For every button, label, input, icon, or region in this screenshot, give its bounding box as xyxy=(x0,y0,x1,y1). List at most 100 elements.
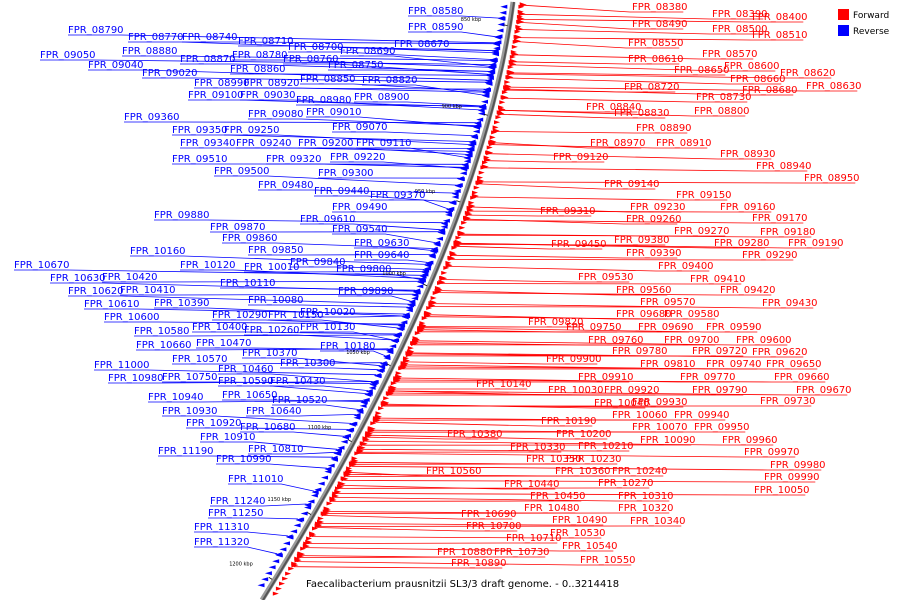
forward-feature xyxy=(478,170,485,175)
reverse-feature xyxy=(477,107,485,113)
forward-feature xyxy=(385,391,392,396)
reverse-feature xyxy=(378,364,386,370)
forward-connector xyxy=(367,436,499,440)
legend-label-reverse: Reverse xyxy=(853,27,890,37)
reverse-connector xyxy=(332,233,436,243)
forward-feature xyxy=(372,416,379,421)
forward-connector xyxy=(448,266,710,272)
reverse-connector xyxy=(128,41,494,53)
genome-caption: Faecalibacterium prausnitzii SL3/3 draft… xyxy=(306,579,619,590)
forward-connector xyxy=(391,390,848,396)
forward-feature xyxy=(470,195,477,200)
forward-feature xyxy=(419,321,426,326)
reverse-connector xyxy=(272,404,359,410)
forward-feature xyxy=(348,461,355,466)
reverse-connector xyxy=(158,455,333,458)
reverse-feature xyxy=(279,547,287,552)
forward-gene-label: FPR_09420 xyxy=(720,285,776,296)
reverse-gene-label: FPR_10630 xyxy=(50,273,106,284)
forward-connector xyxy=(409,352,804,358)
forward-feature xyxy=(439,275,446,280)
reverse-gene-label: FPR_10930 xyxy=(162,406,218,417)
reverse-feature xyxy=(418,278,426,283)
scale-tick-mark xyxy=(483,113,488,116)
reverse-gene-label: FPR_10920 xyxy=(186,418,242,429)
reverse-connector xyxy=(122,55,492,61)
forward-feature xyxy=(367,426,374,431)
forward-feature xyxy=(491,130,498,135)
forward-gene-label: FPR_09950 xyxy=(694,422,750,433)
reverse-connector xyxy=(268,319,399,329)
reverse-gene-label: FPR_10160 xyxy=(130,246,186,257)
reverse-connector xyxy=(124,121,477,124)
reverse-feature xyxy=(463,159,471,164)
forward-feature xyxy=(282,576,289,581)
forward-feature xyxy=(312,526,318,531)
reverse-connector xyxy=(330,161,463,169)
reverse-gene-label: FPR_09110 xyxy=(356,138,412,149)
forward-feature xyxy=(451,245,458,250)
reverse-feature xyxy=(492,52,499,57)
reverse-feature xyxy=(290,529,298,534)
reverse-feature xyxy=(353,415,361,420)
forward-gene-label: FPR_09160 xyxy=(720,202,776,213)
reverse-gene-label: FPR_10680 xyxy=(240,422,296,433)
reverse-connector xyxy=(134,334,396,337)
reverse-gene-label: FPR_11240 xyxy=(210,496,266,507)
forward-connector xyxy=(341,485,556,490)
forward-feature xyxy=(494,120,500,125)
reverse-feature xyxy=(268,565,276,570)
reverse-gene-label: FPR_10980 xyxy=(108,373,164,384)
reverse-connector xyxy=(222,242,433,249)
forward-connector xyxy=(500,113,666,119)
forward-connector xyxy=(334,497,670,502)
reverse-gene-label: FPR_10600 xyxy=(104,312,160,323)
forward-feature xyxy=(464,210,471,215)
reverse-feature xyxy=(293,523,301,528)
scale-tick-mark xyxy=(268,576,273,580)
forward-feature xyxy=(485,150,492,155)
forward-gene-label: FPR_09680 xyxy=(616,309,672,320)
forward-gene-label: FPR_08650 xyxy=(674,65,730,76)
forward-connector xyxy=(456,245,603,250)
reverse-feature xyxy=(350,421,358,426)
forward-gene-label: FPR_10440 xyxy=(504,479,560,490)
reverse-feature xyxy=(411,296,419,301)
forward-feature xyxy=(463,215,469,220)
reverse-gene-label: FPR_11000 xyxy=(94,360,150,371)
forward-feature xyxy=(516,14,523,19)
forward-connector xyxy=(488,153,772,160)
reverse-connector xyxy=(306,116,476,128)
forward-gene-label: FPR_09920 xyxy=(604,385,660,396)
reverse-feature xyxy=(314,487,322,492)
reverse-gene-label: FPR_09030 xyxy=(240,90,296,101)
reverse-feature xyxy=(499,10,507,15)
reverse-feature xyxy=(359,403,367,408)
reverse-gene-label: FPR_08580 xyxy=(408,6,464,17)
forward-feature xyxy=(407,346,414,351)
forward-gene-label: FPR_08510 xyxy=(752,30,808,41)
forward-connector xyxy=(520,19,804,23)
reverse-feature xyxy=(423,266,431,271)
forward-connector xyxy=(512,61,680,65)
forward-connector xyxy=(451,258,794,261)
reverse-feature xyxy=(331,457,338,462)
forward-gene-label: FPR_10070 xyxy=(632,422,688,433)
forward-gene-label: FPR_09430 xyxy=(762,298,818,309)
reverse-labels: FPR_08580FPR_08590FPR_08790FPR_08770FPR_… xyxy=(14,6,464,548)
reverse-gene-label: FPR_09630 xyxy=(354,238,410,249)
reverse-gene-label: FPR_09350 xyxy=(172,125,228,136)
reverse-gene-label: FPR_10670 xyxy=(14,260,70,271)
reverse-gene-label: FPR_08700 xyxy=(288,42,344,53)
forward-feature xyxy=(507,65,514,70)
forward-gene-label: FPR_10210 xyxy=(578,441,634,452)
forward-feature xyxy=(357,446,363,451)
reverse-feature xyxy=(451,191,459,197)
forward-connector xyxy=(336,492,806,496)
forward-connector xyxy=(396,379,826,383)
forward-feature xyxy=(468,200,475,205)
forward-feature xyxy=(480,165,487,170)
forward-gene-label: FPR_10320 xyxy=(618,503,674,514)
reverse-feature xyxy=(428,254,436,259)
forward-feature xyxy=(390,381,397,386)
